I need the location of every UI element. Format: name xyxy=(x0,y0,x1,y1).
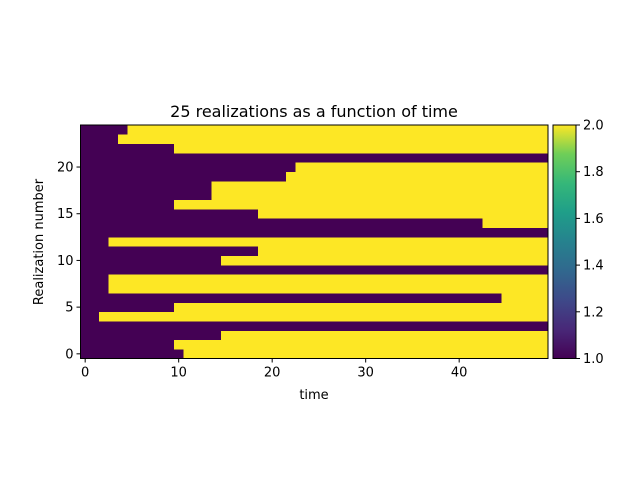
heatmap-row-10-state-2 xyxy=(220,255,548,266)
y-tick-label: 10 xyxy=(57,254,74,269)
heatmap-row-23-state-1 xyxy=(80,134,118,144)
heatmap-row-4-state-1 xyxy=(80,311,100,322)
heatmap-row-20-state-1 xyxy=(80,162,296,172)
heatmap-row-1-state-2 xyxy=(174,339,548,350)
x-tick-label: 30 xyxy=(357,366,374,381)
x-tick-label: 20 xyxy=(264,366,281,381)
x-tick-label: 10 xyxy=(170,366,187,381)
heatmap-row-14-state-1 xyxy=(80,218,483,229)
heatmap-row-5-state-1 xyxy=(80,302,174,313)
x-axis: 0 10 20 30 40 xyxy=(81,358,468,381)
heatmap-row-22-state-2 xyxy=(174,143,548,154)
heatmap-row-18-state-1 xyxy=(80,181,212,191)
heatmap-row-5-state-2 xyxy=(174,302,548,313)
heatmap-row-12-state-1 xyxy=(80,237,109,247)
heatmap-row-20-state-2 xyxy=(295,162,548,172)
x-axis-label: time xyxy=(299,388,328,403)
heatmap-row-22-state-1 xyxy=(80,143,174,154)
plot-frame xyxy=(80,124,549,359)
heatmap-row-17-state-2 xyxy=(211,190,548,201)
heatmap-row-6-state-2 xyxy=(501,293,548,303)
heatmap-row-0-state-2 xyxy=(183,349,548,359)
heatmap-row-1-state-1 xyxy=(80,339,174,350)
heatmap-row-3-state-1 xyxy=(80,321,548,331)
colorbar-ticks: 1.0 1.2 1.4 1.6 1.8 2.0 xyxy=(576,119,604,367)
heatmap-row-2-state-2 xyxy=(220,330,548,341)
heatmap-row-7-state-1 xyxy=(80,283,109,294)
colorbar-frame xyxy=(552,124,577,359)
colorbar-tick-label: 1.2 xyxy=(583,305,604,320)
heatmap-row-23-state-2 xyxy=(117,134,549,144)
heatmap-row-12-state-2 xyxy=(108,237,549,247)
colorbar-tick-label: 2.0 xyxy=(583,119,604,134)
y-axis-label: Realization number xyxy=(32,178,47,305)
heatmap-row-17-state-1 xyxy=(80,190,212,201)
heatmap-row-14-state-2 xyxy=(482,218,548,229)
y-tick-label: 5 xyxy=(65,301,73,316)
heatmap-row-19-state-1 xyxy=(80,171,287,182)
heatmap-row-24-state-1 xyxy=(80,125,128,135)
heatmap-row-16-state-2 xyxy=(174,199,548,210)
heatmap-row-11-state-2 xyxy=(258,246,548,257)
heatmap-row-8-state-1 xyxy=(80,274,109,285)
heatmap-row-13-state-1 xyxy=(80,227,548,238)
heatmap-row-0-state-1 xyxy=(80,349,184,359)
y-tick-label: 15 xyxy=(57,207,74,222)
heatmap-row-7-state-2 xyxy=(108,283,549,294)
x-tick-label: 40 xyxy=(451,366,468,381)
heatmap-row-2-state-1 xyxy=(80,330,221,341)
y-tick-label: 0 xyxy=(65,347,73,362)
heatmap-row-19-state-2 xyxy=(286,171,548,182)
heatmap-row-16-state-1 xyxy=(80,199,174,210)
heatmap-row-4-state-2 xyxy=(99,311,548,322)
y-tick-label: 20 xyxy=(57,161,74,176)
heatmap xyxy=(80,125,549,359)
x-tick-label: 0 xyxy=(81,366,89,381)
heatmap-row-10-state-1 xyxy=(80,255,221,266)
colorbar-tick-label: 1.4 xyxy=(583,259,604,274)
heatmap-row-21-state-1 xyxy=(80,153,548,163)
heatmap-row-15-state-2 xyxy=(258,209,548,219)
heatmap-row-11-state-1 xyxy=(80,246,259,257)
chart-title: 25 realizations as a function of time xyxy=(170,102,458,121)
colorbar-tick-label: 1.8 xyxy=(583,165,604,180)
colorbar-tick-label: 1.0 xyxy=(583,352,604,367)
heatmap-row-15-state-1 xyxy=(80,209,259,219)
colorbar-tick-label: 1.6 xyxy=(583,212,604,227)
heatmap-row-8-state-2 xyxy=(108,274,549,285)
heatmap-row-6-state-1 xyxy=(80,293,502,303)
heatmap-row-9-state-1 xyxy=(80,265,548,275)
heatmap-row-18-state-2 xyxy=(211,181,548,191)
colorbar-gradient xyxy=(553,125,576,359)
y-axis: 0 5 10 15 20 xyxy=(57,161,81,362)
heatmap-row-24-state-2 xyxy=(127,125,548,135)
